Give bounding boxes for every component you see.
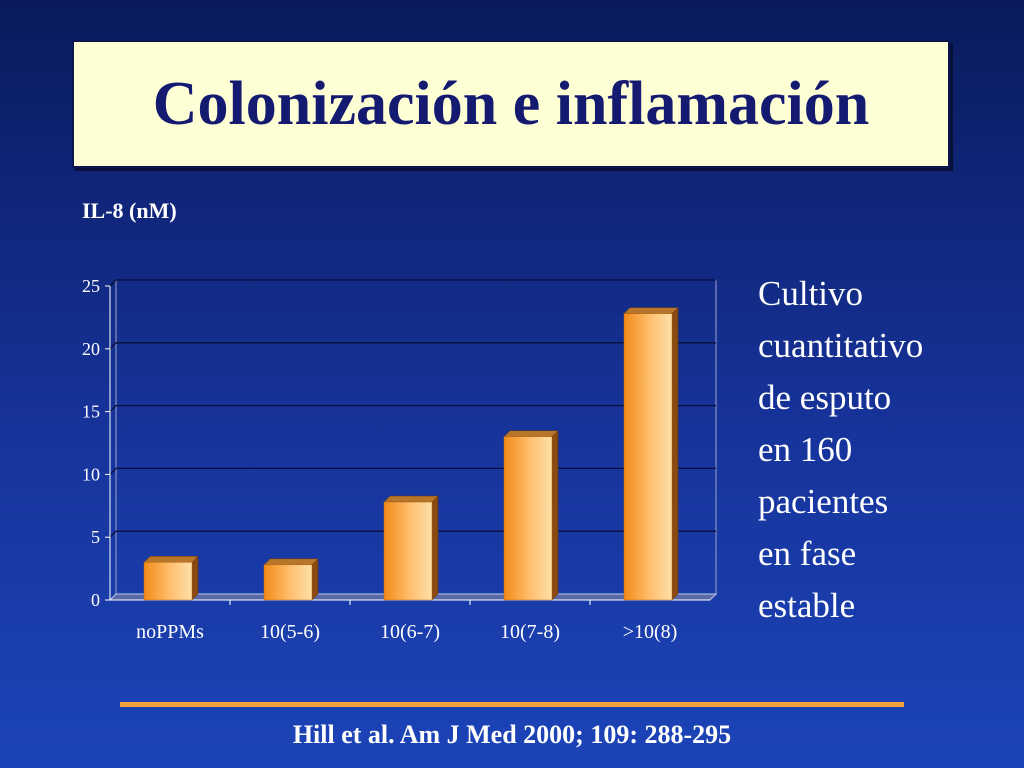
y-tick-label: 25 xyxy=(82,276,100,296)
study-description-line: Cultivo xyxy=(758,274,864,313)
x-tick-label: 10(5-6) xyxy=(260,621,320,643)
y-tick-label: 20 xyxy=(82,339,100,359)
study-description-line: cuantitativo xyxy=(758,326,924,365)
x-tick-label: noPPMs xyxy=(136,621,204,643)
y-tick-label: 0 xyxy=(91,590,100,610)
bar-side xyxy=(431,495,439,601)
study-description-line: en 160 xyxy=(758,430,853,469)
y-tick-label: 5 xyxy=(91,527,100,547)
study-description: Cultivo cuantitativo de esputo en 160 pa… xyxy=(758,268,1008,632)
y-gridline xyxy=(109,279,716,287)
bar-side xyxy=(311,558,319,601)
study-description-line: en fase xyxy=(758,534,857,573)
bar-top xyxy=(143,556,199,563)
study-description-line: pacientes xyxy=(758,482,889,521)
bar xyxy=(503,436,553,601)
y-axis-label: IL-8 (nM) xyxy=(82,198,177,223)
bar-side xyxy=(551,430,559,601)
bar-top xyxy=(623,307,679,314)
x-tick-label: 10(6-7) xyxy=(380,621,440,643)
y-tick-label: 15 xyxy=(82,402,100,422)
x-tick-label: 10(7-8) xyxy=(500,621,560,643)
y-gridline xyxy=(109,342,716,350)
title-box: Colonización e inflamación xyxy=(72,40,950,168)
slide-title: Colonización e inflamación xyxy=(152,69,870,138)
bar xyxy=(263,564,313,601)
bar xyxy=(143,562,193,601)
bar-side xyxy=(191,555,199,601)
citation: Hill et al. Am J Med 2000; 109: 288-295 xyxy=(292,720,732,749)
bar xyxy=(623,313,673,601)
study-description-line: estable xyxy=(758,586,856,625)
y-gridline xyxy=(109,404,716,413)
x-tick-label: >10(8) xyxy=(623,621,678,643)
bar-top xyxy=(503,430,559,437)
bar-top xyxy=(263,558,319,566)
bar xyxy=(383,501,433,601)
bar-side xyxy=(671,307,679,601)
y-tick-label: 10 xyxy=(82,464,100,484)
study-description-line: de esputo xyxy=(758,378,892,417)
divider-rule xyxy=(120,702,904,707)
bar-top xyxy=(383,495,439,503)
